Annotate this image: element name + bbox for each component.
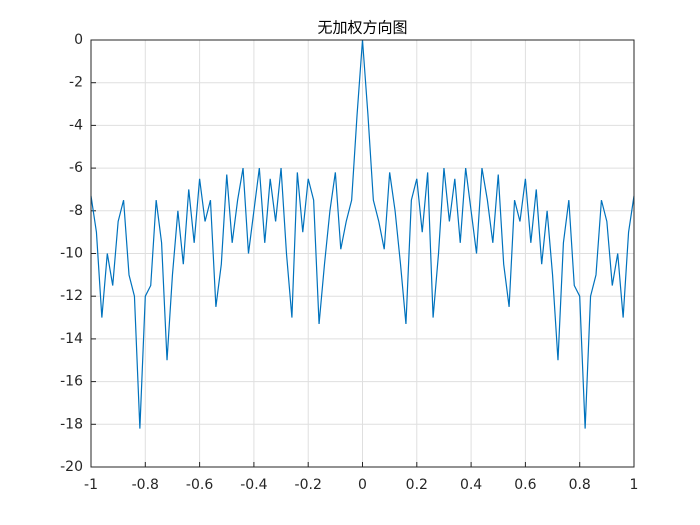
y-tick-label: -2 [69,75,83,91]
x-tick-label: -0.8 [132,477,159,493]
y-tick-label: -14 [60,331,83,347]
x-tick-label: -0.6 [186,477,213,493]
y-tick-label: -20 [60,459,83,475]
x-tick-label: 0.8 [569,477,591,493]
y-tick-label: -4 [69,117,83,133]
y-tick-label: -16 [60,374,83,390]
x-tick-label: 0.4 [460,477,482,493]
y-tick-label: -12 [60,288,83,304]
y-tick-label: -18 [60,416,83,432]
x-tick-label: 1 [630,477,639,493]
y-tick-label: -8 [69,203,83,219]
y-tick-label: 0 [74,32,83,48]
x-tick-label: 0.6 [514,477,536,493]
chart-title: 无加权方向图 [317,19,407,37]
x-tick-label: -0.2 [295,477,322,493]
y-tick-label: -10 [60,246,83,262]
x-tick-label: 0 [358,477,367,493]
axes-box [90,39,635,468]
x-tick-label: -1 [84,477,98,493]
tick-labels: -1 -0.8 -0.6 -0.4 -0.2 0 0.2 0.4 0.6 0.8 1 0 -2 -4 -6 -… [60,32,638,493]
y-tick-label: -6 [69,160,83,176]
x-tick-label: -0.4 [240,477,267,493]
x-tick-label: 0.2 [406,477,428,493]
